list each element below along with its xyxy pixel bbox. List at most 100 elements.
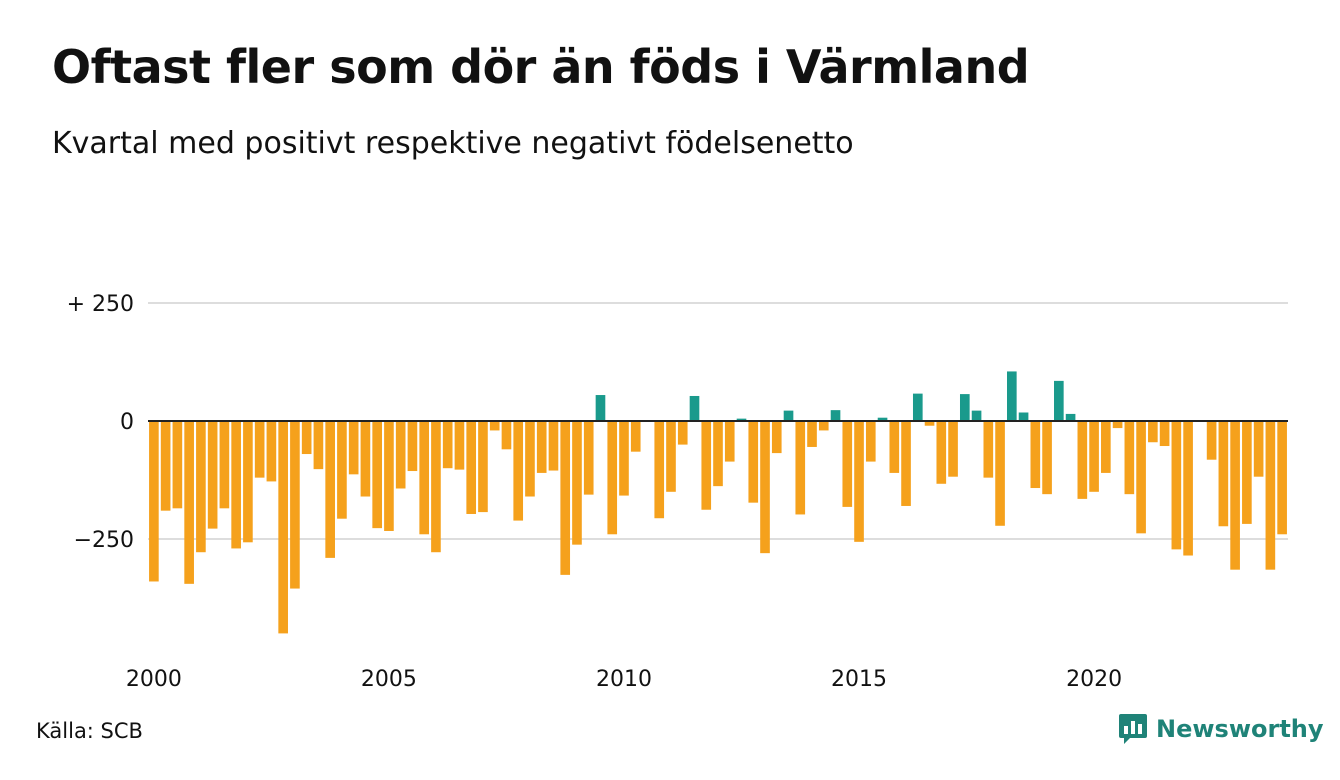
bar <box>901 421 911 506</box>
bar <box>560 421 571 575</box>
bar <box>372 421 382 529</box>
bar <box>1159 421 1170 447</box>
bar <box>313 421 324 470</box>
bar <box>1277 421 1287 535</box>
bar <box>1265 421 1276 570</box>
bar <box>348 421 359 475</box>
y-axis-ticks: + 250 0 −250 <box>67 292 134 553</box>
y-tick-label: −250 <box>74 528 134 553</box>
bar <box>360 421 371 497</box>
bar <box>478 421 488 513</box>
bar <box>619 421 629 496</box>
bar <box>1101 421 1111 473</box>
bar <box>583 421 594 495</box>
bar <box>172 421 183 509</box>
x-tick-label: 2020 <box>1066 667 1122 692</box>
bar <box>842 421 853 507</box>
bar <box>760 421 770 554</box>
x-tick-label: 2005 <box>361 667 417 692</box>
bar <box>254 421 265 478</box>
bar <box>666 421 676 492</box>
bar <box>572 421 582 545</box>
bar <box>501 421 512 450</box>
chart-subtitle: Kvartal med positivt respektive negativt… <box>52 126 854 161</box>
bar <box>1018 412 1029 421</box>
bar <box>1112 421 1123 429</box>
gridlines <box>148 302 1288 540</box>
bar <box>454 421 465 470</box>
bar <box>795 421 806 515</box>
bar <box>936 421 947 484</box>
y-tick-label: 0 <box>120 410 134 435</box>
bar <box>1218 421 1229 527</box>
bar <box>983 421 994 478</box>
bar <box>1065 413 1076 421</box>
bar <box>912 393 923 421</box>
bar <box>1007 371 1017 421</box>
bar <box>830 410 841 421</box>
bar <box>818 421 829 431</box>
chart-title: Oftast fler som dör än föds i Värmland <box>52 40 1030 94</box>
bar <box>431 421 441 553</box>
bar <box>1230 421 1240 570</box>
x-tick-label: 2010 <box>596 667 652 692</box>
bar <box>1054 380 1064 421</box>
bar <box>607 421 618 535</box>
bar <box>959 394 970 421</box>
bar <box>231 421 241 549</box>
bar <box>1171 421 1182 550</box>
bar <box>1183 421 1193 556</box>
bar <box>677 421 688 445</box>
bar <box>384 421 394 531</box>
bar <box>301 421 312 455</box>
bar <box>325 421 335 558</box>
bar <box>877 417 888 421</box>
bar <box>184 421 194 584</box>
x-tick-label: 2000 <box>126 667 182 692</box>
bar <box>736 418 747 421</box>
bar <box>337 421 347 519</box>
bar <box>783 410 794 421</box>
bar <box>595 395 606 421</box>
bar <box>290 421 300 589</box>
x-tick-label: 2015 <box>831 667 887 692</box>
newsworthy-logo-icon <box>1119 714 1147 744</box>
bar <box>243 421 253 543</box>
brand-name: Newsworthy <box>1156 715 1324 743</box>
bar <box>278 421 288 634</box>
bar <box>924 421 935 426</box>
bar <box>713 421 723 487</box>
bar <box>865 421 876 462</box>
bar <box>1253 421 1264 477</box>
bar <box>536 421 547 473</box>
bar <box>207 421 218 529</box>
bars <box>149 371 1287 634</box>
bar <box>466 421 477 514</box>
bar <box>266 421 277 482</box>
bar <box>630 421 641 452</box>
bar <box>995 421 1005 526</box>
bar <box>701 421 712 510</box>
bar <box>525 421 535 497</box>
bar <box>1242 421 1252 524</box>
bar <box>1089 421 1099 492</box>
x-axis-ticks: 2000 2005 2010 2015 2020 <box>126 667 1122 692</box>
bar <box>854 421 864 542</box>
bar <box>724 421 735 462</box>
bar <box>489 421 500 431</box>
bar <box>1042 421 1052 495</box>
bar <box>407 421 418 472</box>
bar <box>219 421 230 509</box>
bar <box>548 421 559 471</box>
bar <box>160 421 171 511</box>
bar <box>689 395 700 421</box>
bar <box>971 410 982 421</box>
brand-logo[interactable]: Newsworthy <box>1118 712 1324 746</box>
bar <box>513 421 524 521</box>
bar <box>442 421 453 469</box>
bar <box>889 421 900 473</box>
bar <box>1030 421 1041 489</box>
bar <box>948 421 958 477</box>
bar <box>419 421 430 535</box>
bar <box>807 421 817 447</box>
